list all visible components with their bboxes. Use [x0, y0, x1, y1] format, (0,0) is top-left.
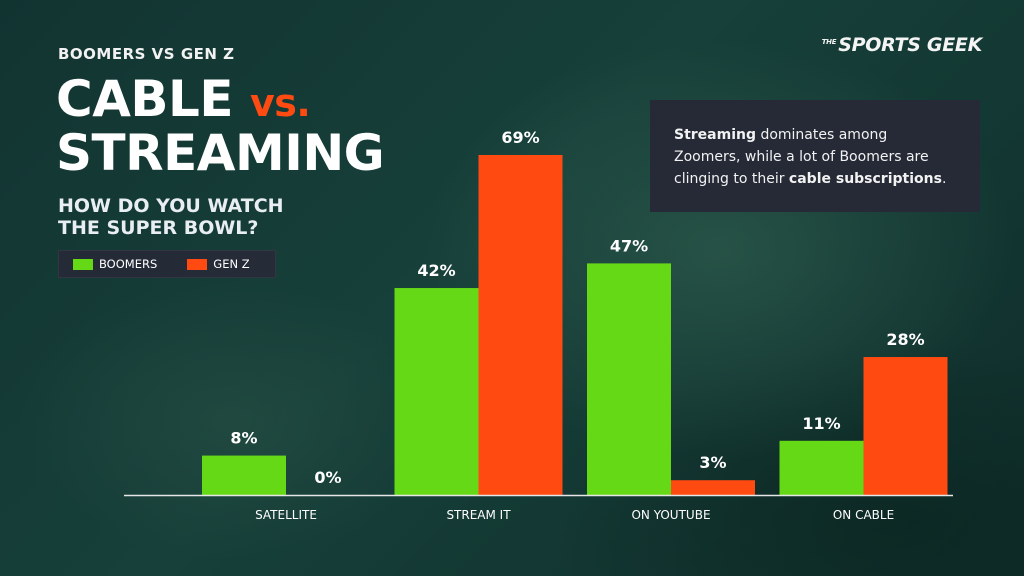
title-cable: CABLE: [56, 70, 234, 128]
data-label-boomers-stream-it: 42%: [417, 261, 455, 280]
callout-strong-cable: cable subscriptions: [788, 171, 942, 187]
data-label-gen-z-satellite: 0%: [314, 468, 341, 487]
bar-gen-z-stream-it: [478, 155, 563, 495]
data-label-gen-z-on-youtube: 3%: [699, 453, 726, 472]
x-tick-label-satellite: SATELLITE: [255, 508, 317, 522]
bar-boomers-satellite: [202, 455, 286, 495]
x-tick-label-on-cable: ON CABLE: [833, 508, 894, 522]
bar-boomers-stream-it: [394, 288, 479, 495]
legend-label-genz: GEN Z: [213, 257, 250, 271]
brand-name: SPORTS GEEK: [838, 34, 982, 56]
legend-swatch-genz: [187, 258, 208, 270]
data-label-boomers-satellite: 8%: [230, 429, 257, 448]
callout-text-2: .: [941, 171, 947, 187]
legend-item-boomers: BOOMERS: [73, 257, 157, 271]
bar-gen-z-on-cable: [863, 357, 948, 495]
title-streaming: STREAMING: [56, 124, 385, 182]
legend-swatch-boomers: [73, 258, 93, 270]
chart-subtitle: BOOMERS VS GEN Z: [58, 45, 235, 63]
data-label-gen-z-on-cable: 28%: [886, 330, 924, 349]
data-label-gen-z-stream-it: 69%: [501, 128, 539, 147]
brand-the: THE: [821, 38, 837, 46]
bar-boomers-on-cable: [779, 440, 864, 495]
legend-item-genz: GEN Z: [187, 257, 250, 271]
chart-title: CABLE vs. STREAMING: [56, 74, 385, 178]
title-vs: vs.: [249, 81, 311, 125]
data-label-boomers-on-youtube: 47%: [610, 236, 648, 255]
callout-strong-streaming: Streaming: [674, 127, 756, 143]
brand-logo: THE SPORTS GEEK: [821, 34, 983, 56]
data-label-boomers-on-cable: 11%: [802, 414, 840, 433]
callout-box: Streaming dominates among Zoomers, while…: [650, 100, 980, 212]
bar-boomers-on-youtube: [587, 263, 671, 495]
bar-gen-z-on-youtube: [671, 480, 755, 495]
x-tick-label-on-youtube: ON YOUTUBE: [631, 508, 710, 522]
x-tick-label-stream-it: STREAM IT: [446, 508, 511, 522]
legend: BOOMERS GEN Z: [58, 250, 276, 278]
callout-text-1: dominates among Zoomers, while a lot of …: [674, 127, 929, 187]
chart-question: HOW DO YOU WATCH THE SUPER BOWL?: [58, 195, 284, 239]
legend-label-boomers: BOOMERS: [99, 257, 158, 271]
